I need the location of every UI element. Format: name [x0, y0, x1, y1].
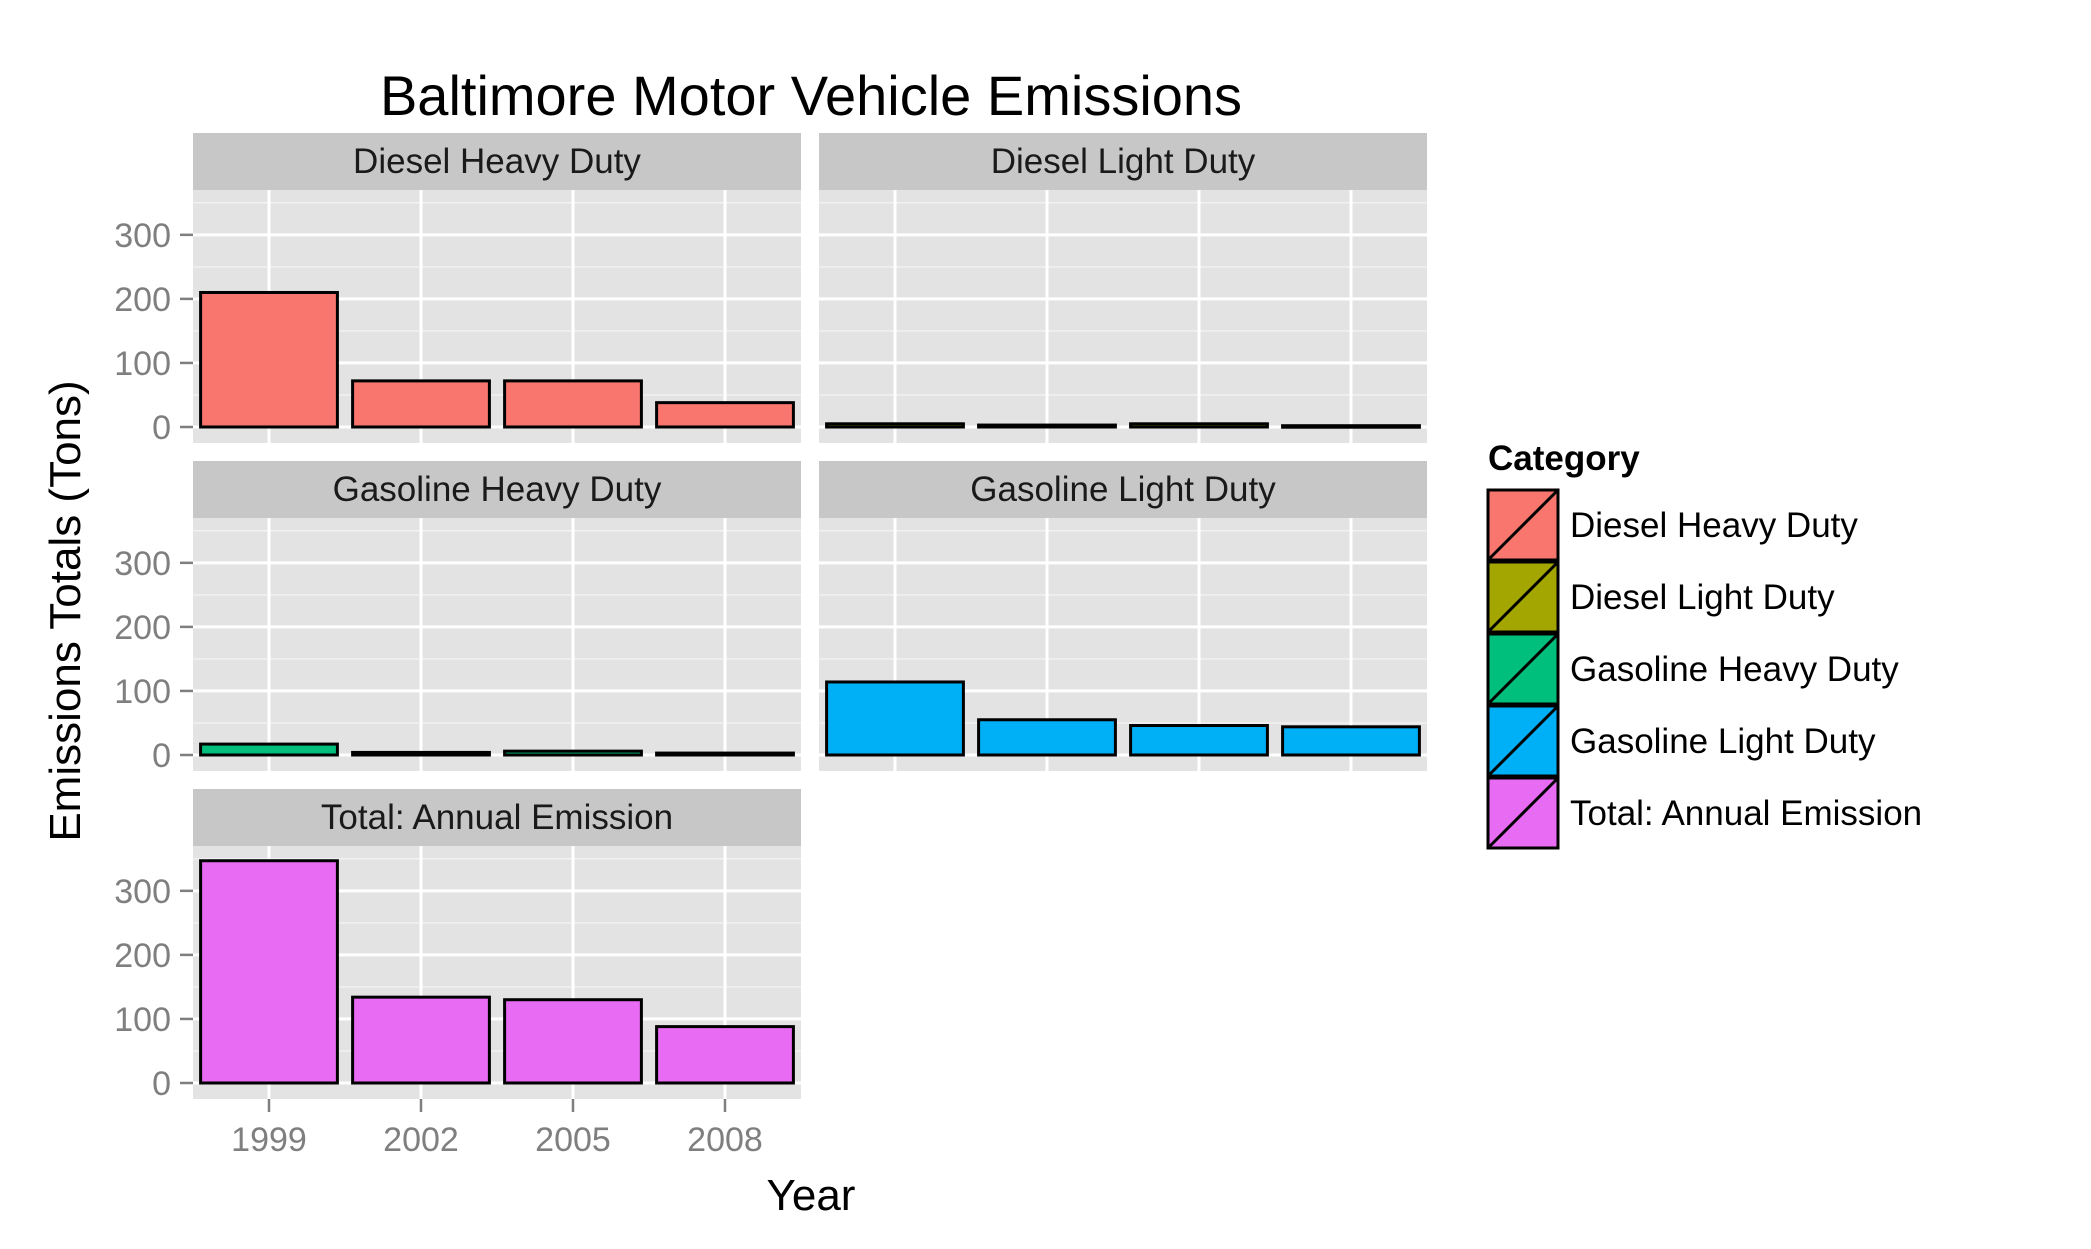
legend-title: Category	[1488, 439, 1640, 478]
bar-total-annual-emission-1999	[199, 859, 339, 1085]
bar-diesel-heavy-duty-1999	[199, 290, 339, 429]
bar-gasoline-light-duty-2005	[1129, 724, 1269, 757]
facet-panels: Diesel Heavy Duty 0 100 200 300 Diesel Light …	[114, 133, 1427, 1159]
legend-label: Diesel Light Duty	[1570, 578, 1835, 617]
facet-strip-label: Diesel Light Duty	[991, 142, 1256, 181]
y-tick-label: 200	[114, 937, 171, 975]
y-tick-label: 100	[114, 345, 171, 383]
legend-item-total-annual-emission: Total: Annual Emission	[1486, 776, 1922, 850]
bar-gasoline-heavy-duty-2002	[351, 750, 491, 757]
bar-diesel-light-duty-1999	[825, 422, 965, 429]
bar-total-annual-emission-2002	[351, 995, 491, 1085]
bar-gasoline-heavy-duty-1999	[199, 742, 339, 757]
bar-diesel-light-duty-2008	[1281, 424, 1421, 429]
bar-gasoline-light-duty-1999	[825, 680, 965, 757]
x-tick-label: 1999	[231, 1121, 307, 1159]
facet-strip-label: Total: Annual Emission	[321, 798, 673, 837]
legend-item-diesel-light-duty: Diesel Light Duty	[1486, 560, 1835, 634]
legend-key-slash	[1486, 776, 1560, 850]
legend: Category Diesel Heavy Duty Diesel Light D…	[1486, 439, 1922, 850]
y-tick-label: 300	[114, 545, 171, 583]
legend-key-slash	[1486, 632, 1560, 706]
facet-strip-label: Gasoline Heavy Duty	[333, 470, 662, 509]
legend-key-slash	[1486, 560, 1560, 634]
facet-diesel-heavy-duty: Diesel Heavy Duty 0 100 200 300	[114, 133, 801, 447]
y-tick-label: 200	[114, 281, 171, 319]
legend-label: Gasoline Heavy Duty	[1570, 650, 1899, 689]
y-axis-title: Emissions Totals (Tons)	[41, 380, 90, 841]
facet-strip	[819, 461, 1427, 518]
bar-total-annual-emission-2005	[503, 998, 643, 1085]
bar-diesel-heavy-duty-2002	[351, 379, 491, 429]
y-tick-label: 100	[114, 1001, 171, 1039]
facet-strip	[193, 461, 801, 518]
legend-label: Diesel Heavy Duty	[1570, 506, 1858, 545]
bar-gasoline-heavy-duty-2005	[503, 749, 643, 757]
legend-item-gasoline-heavy-duty: Gasoline Heavy Duty	[1486, 632, 1899, 706]
y-tick-label: 0	[152, 1065, 171, 1103]
legend-item-diesel-heavy-duty: Diesel Heavy Duty	[1486, 488, 1858, 562]
legend-label: Gasoline Light Duty	[1570, 722, 1876, 761]
x-axis-title: Year	[767, 1171, 856, 1220]
legend-item-gasoline-light-duty: Gasoline Light Duty	[1486, 704, 1876, 778]
legend-key-slash	[1486, 488, 1560, 562]
y-tick-label: 0	[152, 737, 171, 775]
x-tick-label: 2005	[535, 1121, 611, 1159]
legend-label: Total: Annual Emission	[1570, 794, 1922, 833]
panel-background	[819, 190, 1427, 443]
y-tick-label: 100	[114, 673, 171, 711]
facet-strip	[193, 133, 801, 190]
bar-gasoline-light-duty-2002	[977, 718, 1117, 757]
bar-diesel-light-duty-2005	[1129, 422, 1269, 429]
facet-total-annual-emission: Total: Annual Emission 0 100 200 300	[114, 789, 801, 1103]
facet-strip	[819, 133, 1427, 190]
y-tick-label: 300	[114, 217, 171, 255]
x-tick-label: 2008	[687, 1121, 763, 1159]
bar-total-annual-emission-2008	[655, 1025, 795, 1085]
legend-key-slash	[1486, 704, 1560, 778]
bar-diesel-heavy-duty-2008	[655, 401, 795, 429]
x-tick-label: 2002	[383, 1121, 459, 1159]
y-tick-label: 300	[114, 873, 171, 911]
bar-diesel-heavy-duty-2005	[503, 379, 643, 429]
facet-strip-label: Gasoline Light Duty	[970, 470, 1276, 509]
y-tick-label: 0	[152, 409, 171, 447]
bar-diesel-light-duty-2002	[977, 423, 1117, 429]
y-tick-label: 200	[114, 609, 171, 647]
facet-strip	[193, 789, 801, 846]
bar-gasoline-light-duty-2008	[1281, 725, 1421, 757]
panel-background	[193, 518, 801, 771]
bar-gasoline-heavy-duty-2008	[655, 751, 795, 757]
chart-title: Baltimore Motor Vehicle Emissions	[380, 64, 1242, 127]
facet-diesel-light-duty: Diesel Light Duty	[819, 133, 1427, 443]
facet-gasoline-heavy-duty: Gasoline Heavy Duty 0 100 200 300	[114, 461, 801, 775]
facet-strip-label: Diesel Heavy Duty	[353, 142, 641, 181]
facet-gasoline-light-duty: Gasoline Light Duty	[819, 461, 1427, 771]
